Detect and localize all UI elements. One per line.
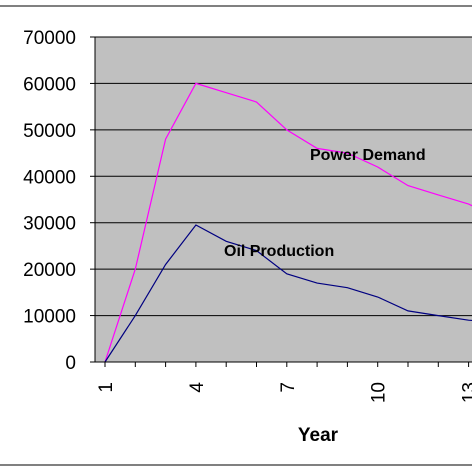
x-axis-title: Year (298, 425, 339, 446)
y-tick-label: 40000 (23, 167, 76, 188)
y-tick-label: 0 (65, 353, 76, 374)
x-tick-label: 13 (460, 382, 472, 403)
y-tick-label: 50000 (23, 121, 76, 142)
oil-production-label: Oil Production (224, 243, 334, 260)
y-tick-label: 10000 (23, 307, 76, 328)
x-tick-labels: 14710131619 (96, 382, 472, 404)
y-tick-label: 30000 (23, 214, 76, 235)
series-lines (104, 82, 472, 363)
gridlines (95, 36, 472, 317)
x-tick-label: 10 (369, 382, 390, 403)
axes (90, 36, 472, 367)
y-tick-label: 20000 (23, 260, 76, 281)
x-tick-label: 4 (187, 382, 208, 393)
power-demand-line (104, 82, 472, 363)
y-tick-labels: 0 10000 20000 30000 40000 50000 60000 70000 (23, 28, 76, 374)
series-labels: Power Demand Oil Production (224, 147, 426, 260)
y-tick-label: 60000 (23, 74, 76, 95)
power-demand-label: Power Demand (310, 147, 426, 164)
x-tick-label: 1 (96, 382, 117, 393)
oil-production-line (104, 224, 472, 363)
plot-area (95, 37, 472, 362)
y-tick-label: 70000 (23, 28, 76, 49)
x-tick-label: 7 (278, 382, 299, 393)
